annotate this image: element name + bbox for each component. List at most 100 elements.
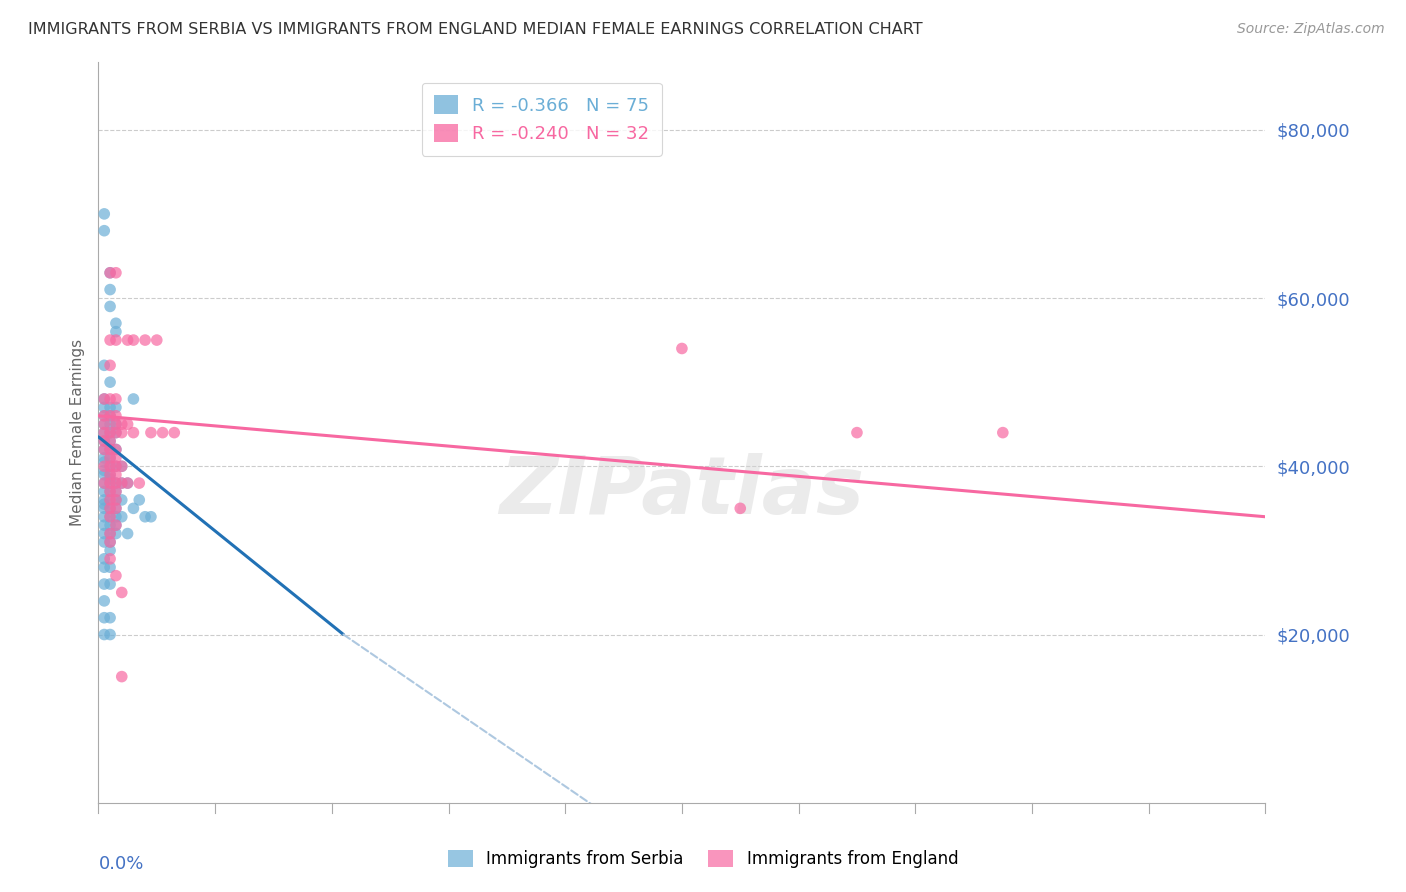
Point	[139, 425, 162, 440]
Point	[93, 459, 115, 474]
Point	[98, 434, 121, 448]
Point	[104, 501, 127, 516]
Point	[93, 535, 115, 549]
Point	[104, 417, 127, 432]
Point	[98, 300, 121, 314]
Point	[98, 509, 121, 524]
Point	[111, 585, 134, 599]
Point	[93, 627, 115, 641]
Point	[128, 492, 150, 507]
Point	[98, 434, 121, 448]
Text: Source: ZipAtlas.com: Source: ZipAtlas.com	[1237, 22, 1385, 37]
Point	[111, 476, 134, 491]
Point	[152, 425, 174, 440]
Point	[104, 325, 127, 339]
Point	[104, 425, 127, 440]
Point	[104, 568, 127, 582]
Point	[104, 518, 127, 533]
Point	[104, 526, 127, 541]
Point	[98, 417, 121, 432]
Point	[93, 417, 115, 432]
Point	[93, 509, 115, 524]
Y-axis label: Median Female Earnings: Median Female Earnings	[69, 339, 84, 526]
Point	[104, 266, 127, 280]
Point	[98, 450, 121, 465]
Point	[139, 509, 162, 524]
Point	[104, 442, 127, 457]
Point	[104, 425, 127, 440]
Point	[98, 442, 121, 457]
Point	[93, 476, 115, 491]
Point	[111, 509, 134, 524]
Point	[98, 375, 121, 389]
Point	[111, 492, 134, 507]
Point	[93, 492, 115, 507]
Point	[98, 509, 121, 524]
Point	[111, 459, 134, 474]
Point	[93, 434, 115, 448]
Point	[111, 476, 134, 491]
Point	[991, 425, 1014, 440]
Point	[93, 224, 115, 238]
Point	[93, 392, 115, 406]
Point	[93, 610, 115, 624]
Point	[104, 392, 127, 406]
Point	[98, 610, 121, 624]
Point	[93, 442, 115, 457]
Point	[98, 392, 121, 406]
Point	[98, 467, 121, 482]
Text: IMMIGRANTS FROM SERBIA VS IMMIGRANTS FROM ENGLAND MEDIAN FEMALE EARNINGS CORRELA: IMMIGRANTS FROM SERBIA VS IMMIGRANTS FRO…	[28, 22, 922, 37]
Point	[117, 526, 139, 541]
Point	[98, 577, 121, 591]
Point	[98, 359, 121, 373]
Point	[128, 476, 150, 491]
Point	[122, 501, 145, 516]
Point	[98, 283, 121, 297]
Point	[93, 425, 115, 440]
Text: ZIPatlas: ZIPatlas	[499, 453, 865, 531]
Point	[104, 492, 127, 507]
Point	[104, 467, 127, 482]
Point	[98, 401, 121, 415]
Point	[93, 577, 115, 591]
Point	[98, 535, 121, 549]
Point	[98, 472, 121, 486]
Point	[98, 484, 121, 499]
Point	[93, 551, 115, 566]
Point	[104, 316, 127, 330]
Point	[98, 476, 121, 491]
Point	[93, 359, 115, 373]
Point	[671, 342, 693, 356]
Point	[93, 455, 115, 469]
Point	[98, 518, 121, 533]
Point	[93, 476, 115, 491]
Text: 0.0%: 0.0%	[98, 855, 143, 872]
Point	[122, 425, 145, 440]
Point	[98, 484, 121, 499]
Point	[98, 535, 121, 549]
Point	[117, 476, 139, 491]
Point	[163, 425, 186, 440]
Point	[104, 476, 127, 491]
Point	[98, 476, 121, 491]
Point	[117, 417, 139, 432]
Point	[104, 401, 127, 415]
Point	[93, 409, 115, 423]
Point	[98, 492, 121, 507]
Point	[111, 425, 134, 440]
Point	[98, 459, 121, 474]
Point	[134, 333, 156, 347]
Point	[730, 501, 752, 516]
Point	[93, 518, 115, 533]
Point	[93, 401, 115, 415]
Point	[104, 442, 127, 457]
Point	[104, 417, 127, 432]
Point	[93, 463, 115, 477]
Point	[104, 501, 127, 516]
Point	[104, 484, 127, 499]
Point	[122, 333, 145, 347]
Point	[146, 333, 169, 347]
Point	[111, 417, 134, 432]
Point	[122, 392, 145, 406]
Point	[93, 425, 115, 440]
